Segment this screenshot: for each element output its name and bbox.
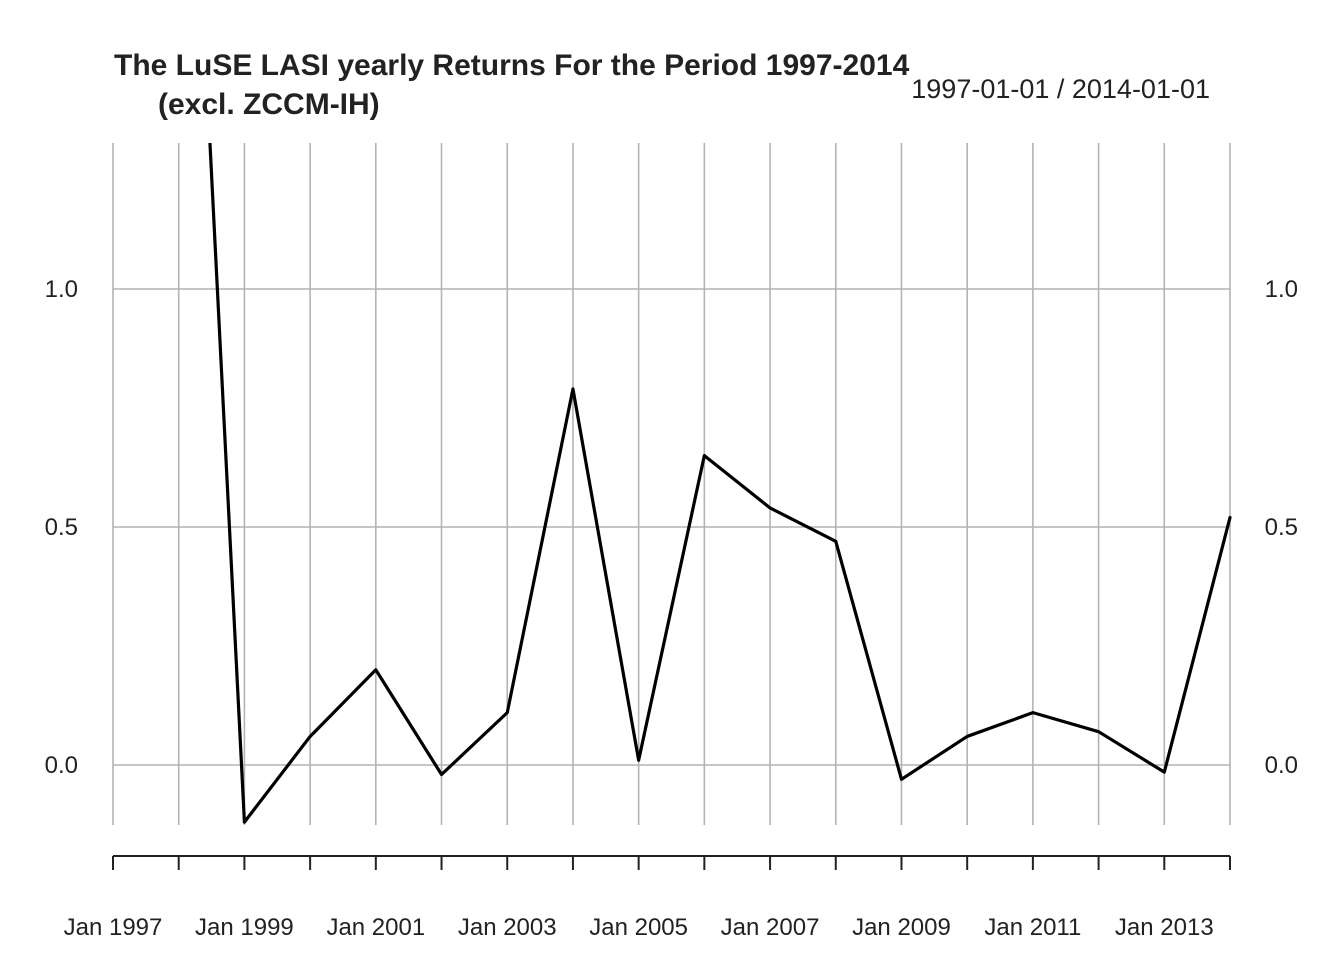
x-tick-label: Jan 2011 bbox=[984, 914, 1081, 941]
chart-subtitle: (excl. ZCCM-IH) bbox=[158, 88, 380, 121]
series-line-returns bbox=[208, 143, 1232, 824]
x-tick-label: Jan 1999 bbox=[195, 914, 294, 941]
x-tick-label: Jan 2003 bbox=[458, 914, 557, 941]
y-axis-left: 0.0 0.5 1.0 bbox=[45, 276, 78, 779]
x-tick-label: Jan 2013 bbox=[1115, 914, 1214, 941]
x-axis: Jan 1997 Jan 1999 Jan 2001 Jan 2003 Jan 2005… bbox=[64, 855, 1231, 941]
x-tick-label: Jan 1997 bbox=[64, 914, 163, 941]
x-tick-label: Jan 2005 bbox=[589, 914, 688, 941]
x-tick-label: Jan 2007 bbox=[721, 914, 820, 941]
x-tick-label: Jan 2009 bbox=[852, 914, 951, 941]
y-axis-right: 0.0 0.5 1.0 bbox=[1265, 276, 1298, 779]
y-tick-label-left: 0.5 bbox=[45, 514, 78, 541]
horizontal-gridlines bbox=[113, 288, 1230, 766]
y-tick-label-left: 0.0 bbox=[45, 752, 78, 779]
y-tick-label-left: 1.0 bbox=[45, 276, 78, 303]
y-tick-label-right: 0.5 bbox=[1265, 514, 1298, 541]
x-tick-label: Jan 2001 bbox=[326, 914, 425, 941]
chart-title: The LuSE LASI yearly Returns For the Per… bbox=[114, 49, 910, 82]
date-range-label: 1997-01-01 / 2014-01-01 bbox=[911, 74, 1210, 104]
y-tick-label-right: 1.0 bbox=[1265, 276, 1298, 303]
vertical-gridlines bbox=[112, 143, 1231, 825]
y-tick-label-right: 0.0 bbox=[1265, 752, 1298, 779]
